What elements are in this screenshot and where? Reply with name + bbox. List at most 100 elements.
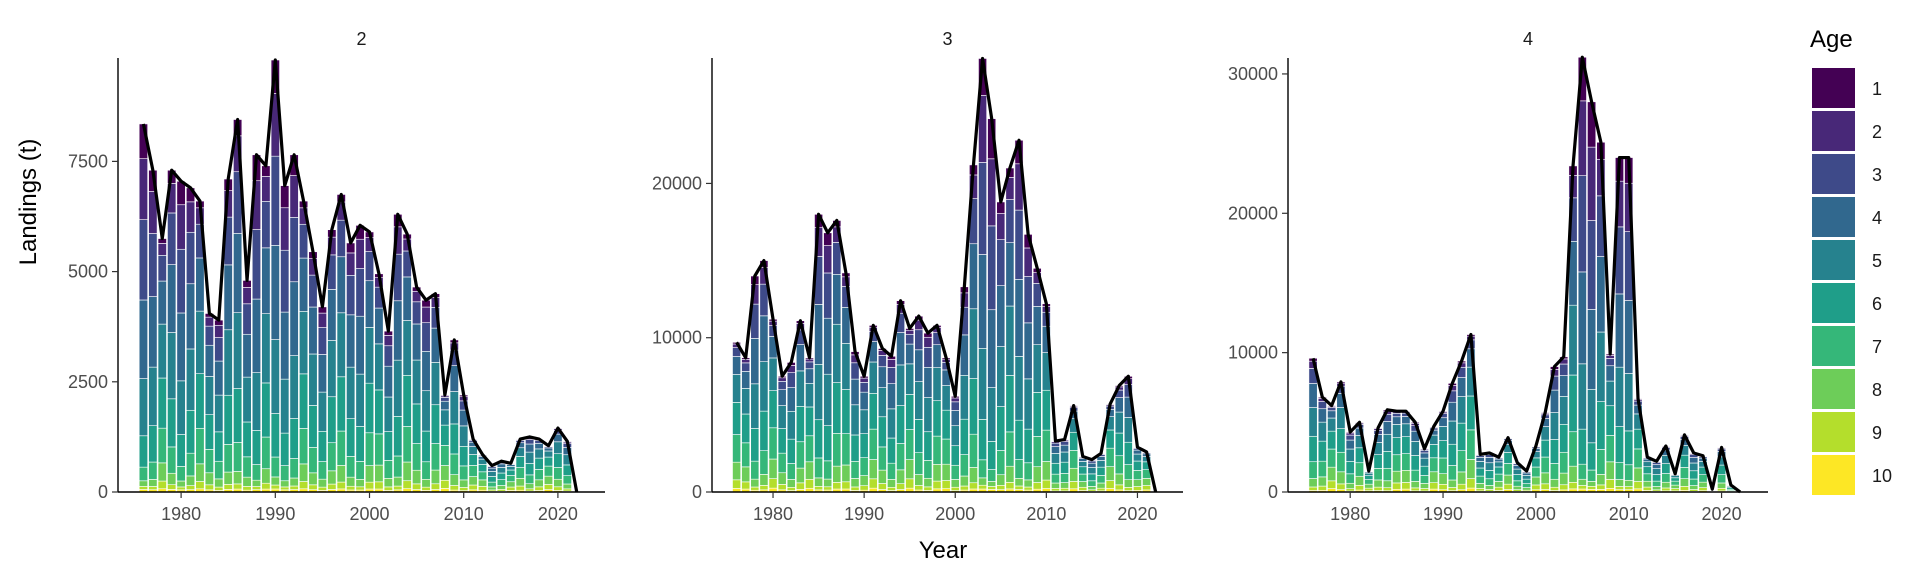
bar-2-2021-age-9 (563, 489, 571, 491)
bar-2-1979-age-9 (167, 485, 175, 490)
bar-3-2016-age-5 (1097, 460, 1105, 467)
bar-4-2008-age-6 (1606, 406, 1614, 436)
bar-3-2012-age-6 (1060, 462, 1068, 473)
bar-3-1979-age-5 (760, 362, 768, 411)
bar-4-1989-age-8 (1430, 472, 1438, 483)
bar-3-1995-age-3 (906, 334, 914, 344)
bar-4-1992-age-4 (1457, 378, 1465, 397)
bar-2-1976-age-2 (139, 159, 147, 220)
bar-4-1977-age-8 (1318, 477, 1326, 486)
bar-2-1992-age-7 (290, 459, 298, 478)
bar-2-2014-age-8 (497, 485, 505, 489)
bar-2-1976-age-4 (139, 300, 147, 379)
bar-2-1994-age-7 (309, 447, 317, 472)
bar-2-1980-age-9 (177, 487, 185, 490)
bar-3-1981-age-9 (778, 484, 786, 489)
bar-2-1991-age-2 (280, 208, 288, 250)
bar-3-1986-age-7 (824, 461, 832, 479)
bar-3-1983-age-9 (796, 483, 804, 490)
bar-2-1976-age-8 (139, 481, 147, 487)
bar-3-1999-age-5 (942, 386, 950, 411)
bar-3-2014-age-5 (1079, 461, 1087, 466)
bar-3-2020-age-7 (1133, 470, 1141, 479)
bar-4-2002-age-5 (1550, 413, 1558, 440)
bar-4-1982-age-7 (1365, 480, 1373, 485)
bar-4-1980-age-9 (1346, 489, 1354, 491)
bar-2-1988-age-8 (252, 480, 260, 486)
bar-2-2013-age-6 (488, 476, 496, 482)
bar-4-1984-age-4 (1383, 421, 1391, 434)
bar-2-1999-age-4 (356, 316, 364, 374)
bar-4-2008-age-7 (1606, 435, 1614, 461)
bar-3-1985-age-6 (814, 420, 822, 458)
bar-3-1987-age-4 (833, 274, 841, 324)
bar-4-2005-age-6 (1578, 429, 1586, 464)
bar-4-1987-age-6 (1411, 456, 1419, 471)
bar-4-1997-age-8 (1504, 475, 1512, 484)
bar-2-2009-age-7 (450, 454, 458, 475)
bar-3-1999-age-9 (942, 481, 950, 489)
bar-3-2019-age-6 (1124, 442, 1132, 464)
bar-3-2007-age-5 (1015, 356, 1023, 420)
bar-4-2008-age-9 (1606, 479, 1614, 488)
bar-2-1984-age-2 (215, 325, 223, 337)
bar-3-1988-age-8 (842, 465, 850, 482)
bar-3-2003-age-3 (978, 162, 986, 254)
bar-4-1977-age-3 (1318, 402, 1326, 409)
bar-4-2008-age-5 (1606, 381, 1614, 406)
bar-2-2017-age-9 (525, 489, 533, 491)
bar-4-2017-age-4 (1690, 458, 1698, 463)
bar-3-1993-age-9 (887, 487, 895, 490)
bar-4-1986-age-9 (1402, 482, 1410, 489)
bar-2-2003-age-9 (394, 486, 402, 490)
bar-2-1998-age-9 (346, 486, 354, 490)
bar-2-1981-age-9 (186, 486, 194, 490)
legend-key-age-4 (1812, 197, 1855, 237)
bar-3-2000-age-4 (951, 411, 959, 426)
bar-3-2006-age-9 (1006, 482, 1014, 489)
bar-2-2014-age-5 (497, 467, 505, 473)
x-tick-label-3-1990: 1990 (844, 504, 884, 524)
bar-4-2002-age-9 (1550, 487, 1558, 490)
legend-key-age-3 (1812, 154, 1855, 194)
y-tick-label-4-20000: 20000 (1228, 203, 1278, 223)
bar-3-2011-age-7 (1051, 474, 1059, 483)
bar-4-1979-age-6 (1337, 429, 1345, 453)
bar-2-1979-age-6 (167, 399, 175, 447)
bar-3-2020-age-5 (1133, 454, 1141, 461)
bar-4-1983-age-8 (1374, 480, 1382, 487)
bar-4-2009-age-7 (1615, 463, 1623, 480)
legend-label-age-4: 4 (1872, 208, 1882, 228)
bar-3-2019-age-7 (1124, 465, 1132, 480)
bar-3-2002-age-9 (969, 483, 977, 489)
bar-4-1996-age-5 (1495, 462, 1503, 467)
bar-3-2007-age-3 (1015, 210, 1023, 279)
bar-4-1998-age-5 (1513, 469, 1521, 474)
bar-2-1997-age-3 (337, 220, 345, 257)
legend-key-age-6 (1812, 283, 1855, 323)
bar-4-1980-age-7 (1346, 474, 1354, 483)
bar-3-1982-age-6 (787, 439, 795, 463)
bar-3-1998-age-5 (933, 368, 941, 401)
bar-3-1990-age-5 (860, 410, 868, 434)
bar-4-2017-age-8 (1690, 486, 1698, 490)
bar-3-1984-age-7 (805, 436, 813, 462)
bar-3-1983-age-5 (796, 371, 804, 406)
bar-2-2004-age-8 (403, 462, 411, 481)
bar-2-2008-age-8 (441, 466, 449, 481)
bar-4-1988-age-8 (1420, 483, 1428, 488)
bar-2-1976-age-9 (139, 486, 147, 489)
bar-2-1988-age-4 (252, 299, 260, 373)
x-tick-label-4-1990: 1990 (1423, 504, 1463, 524)
bar-2-1994-age-9 (309, 485, 317, 490)
bar-2-1982-age-4 (196, 258, 204, 311)
bar-3-1988-age-4 (842, 307, 850, 343)
facet-label-2: 2 (356, 29, 366, 49)
bar-4-1990-age-9 (1439, 484, 1447, 489)
x-axis-title: Year (919, 537, 968, 564)
bar-2-1990-age-7 (271, 457, 279, 477)
bar-3-1983-age-8 (796, 468, 804, 483)
bar-2-1989-age-7 (262, 437, 270, 469)
bar-3-2004-age-9 (988, 486, 996, 489)
bar-3-1977-age-3 (742, 363, 750, 372)
